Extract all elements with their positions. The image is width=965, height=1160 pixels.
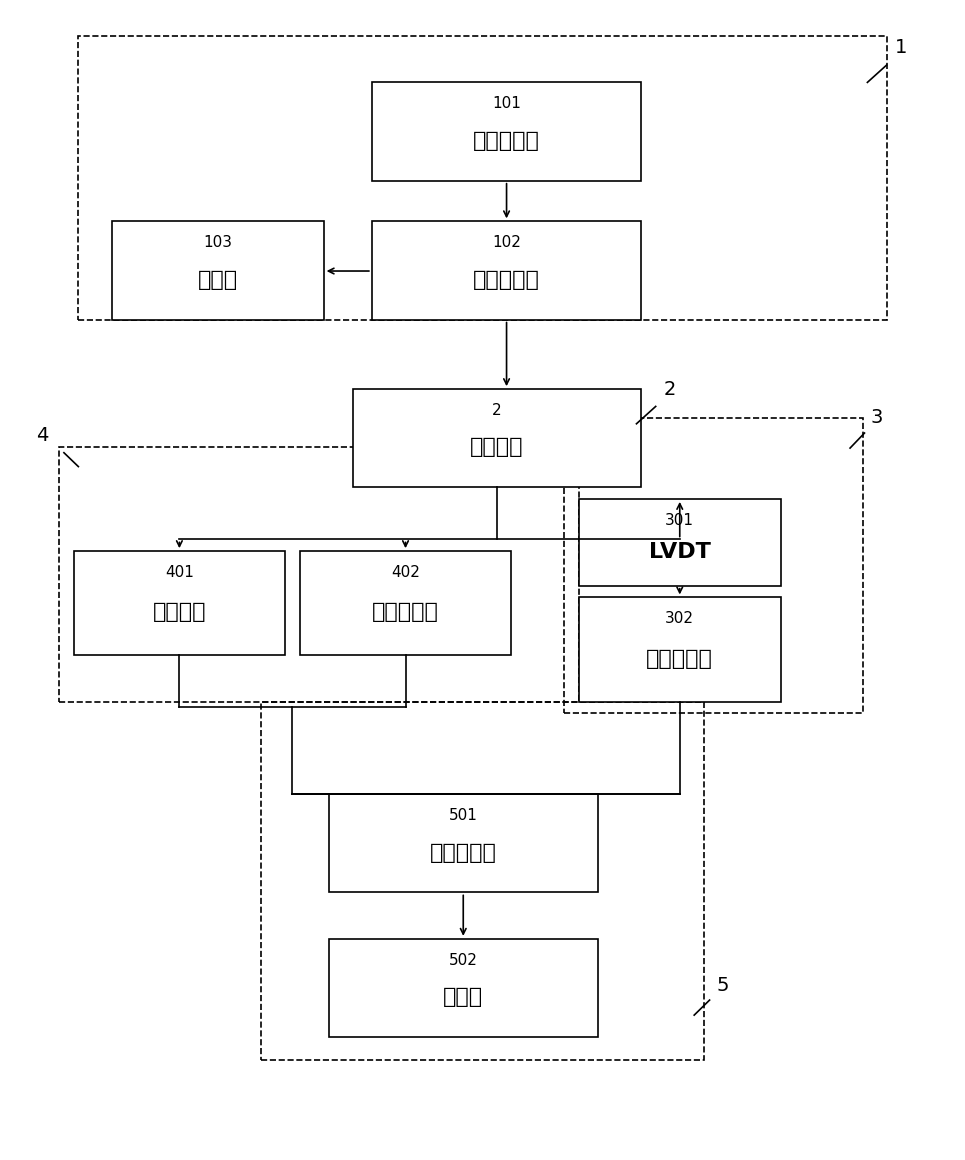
Bar (78, 36, 887, 320)
Text: 5: 5 (717, 976, 730, 994)
Text: 标准电容: 标准电容 (152, 602, 207, 623)
Text: 103: 103 (204, 235, 233, 251)
Text: 2: 2 (664, 379, 676, 399)
Text: 1: 1 (895, 38, 907, 57)
Text: 102: 102 (492, 235, 521, 251)
Text: 401: 401 (165, 565, 194, 580)
Bar (579, 499, 781, 586)
Bar (565, 418, 863, 713)
Bar (328, 795, 598, 892)
Bar (372, 82, 642, 181)
Text: 101: 101 (492, 96, 521, 111)
Text: 402: 402 (391, 565, 420, 580)
Bar (300, 551, 511, 655)
Bar (112, 222, 323, 320)
Text: 501: 501 (449, 809, 478, 822)
Text: 301: 301 (665, 513, 694, 528)
Text: 502: 502 (449, 952, 478, 967)
Bar (73, 551, 286, 655)
Text: 4: 4 (36, 426, 48, 444)
Text: 3: 3 (870, 408, 883, 428)
Text: 信号发生器: 信号发生器 (473, 131, 540, 151)
Text: 计算机: 计算机 (443, 987, 483, 1007)
Bar (352, 389, 642, 487)
Bar (579, 597, 781, 702)
Text: 阻抗放大器: 阻抗放大器 (372, 602, 439, 623)
Text: 电桥放大器: 电桥放大器 (647, 648, 713, 668)
Text: 数据采集卡: 数据采集卡 (429, 842, 497, 863)
Text: LVDT: LVDT (648, 542, 710, 561)
Text: 待测样品: 待测样品 (470, 437, 524, 457)
Bar (372, 222, 642, 320)
Text: 示波器: 示波器 (198, 270, 238, 290)
Text: 高压信号源: 高压信号源 (473, 270, 540, 290)
Text: 302: 302 (665, 611, 694, 626)
Bar (328, 938, 598, 1037)
Bar (59, 447, 579, 702)
Bar (262, 702, 703, 1060)
Text: 2: 2 (492, 403, 502, 418)
